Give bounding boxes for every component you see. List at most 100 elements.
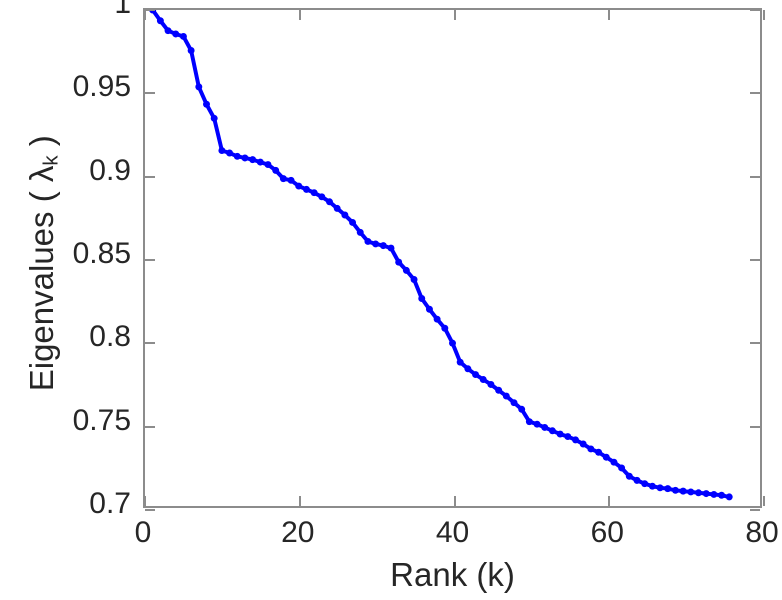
data-point-marker [418, 295, 426, 302]
lambda-subscript: k [39, 155, 63, 166]
data-point-marker [318, 193, 326, 201]
eigenvalue-series [149, 10, 733, 501]
data-point-marker [687, 488, 695, 496]
data-point-marker [664, 485, 672, 493]
y-axis-tick-mark [145, 509, 155, 511]
data-point-marker [310, 189, 318, 197]
data-point-marker [487, 381, 495, 388]
y-axis-title-suffix: ) [22, 135, 60, 156]
data-point-marker [702, 490, 710, 498]
data-point-marker [548, 427, 556, 435]
y-axis-tick-mark [750, 92, 760, 95]
x-axis-tick-mark [144, 10, 146, 20]
data-point-marker [364, 237, 372, 245]
data-point-marker [372, 240, 380, 248]
data-point-marker [595, 448, 603, 456]
data-point-marker [356, 228, 364, 236]
data-point-marker [203, 100, 210, 108]
data-point-marker [718, 491, 726, 499]
data-point-marker [541, 423, 549, 431]
data-point-marker [233, 152, 241, 160]
data-point-marker [464, 365, 472, 373]
x-axis-tick-label: 80 [745, 516, 779, 549]
y-axis-tick-mark [750, 175, 760, 178]
data-point-marker [710, 490, 718, 498]
y-axis-tick-mark [750, 425, 760, 428]
data-point-marker [641, 480, 649, 488]
y-axis-tick-label: 1 [114, 0, 131, 20]
x-axis-tick-label: 0 [134, 516, 152, 549]
x-axis-tick-mark [298, 10, 301, 20]
data-point-marker [449, 339, 456, 347]
data-point-marker [279, 175, 287, 183]
y-axis-tick-label: 0.85 [72, 237, 131, 270]
y-axis-tick-label: 0.9 [89, 153, 131, 187]
data-point-marker [249, 156, 257, 164]
data-point-marker [295, 182, 303, 190]
data-point-marker [395, 258, 403, 266]
data-point-marker [648, 482, 656, 490]
data-point-marker [572, 436, 579, 444]
data-point-marker [164, 27, 172, 35]
data-point-marker [302, 185, 310, 193]
x-axis-tick-label: 20 [281, 516, 315, 549]
data-point-marker [402, 266, 410, 274]
data-point-marker [533, 420, 541, 428]
data-point-marker [241, 154, 249, 162]
data-point-marker [671, 486, 679, 494]
data-point-marker [502, 392, 510, 400]
data-point-marker [579, 440, 587, 448]
plot-area [143, 8, 765, 511]
data-point-marker [556, 430, 564, 438]
data-point-marker [349, 218, 357, 226]
data-point-marker [387, 244, 395, 252]
data-point-marker [187, 47, 195, 54]
y-axis-tick-mark [750, 342, 760, 345]
y-axis-tick-mark [145, 425, 155, 428]
data-point-marker [602, 453, 610, 461]
y-axis-tick-label: 0.7 [89, 487, 131, 520]
y-axis-tick-label: 0.95 [72, 70, 131, 104]
data-point-marker [156, 17, 164, 25]
data-point-marker [479, 376, 487, 383]
x-axis-tick-mark [763, 10, 765, 20]
data-point-marker [333, 204, 341, 212]
y-axis-tick-mark [145, 175, 155, 178]
lambda-symbol: λ [22, 165, 60, 183]
data-point-marker [379, 242, 387, 250]
data-point-marker [610, 458, 618, 466]
data-point-marker [525, 418, 533, 426]
data-point-marker [326, 198, 333, 206]
data-point-marker [425, 305, 433, 313]
y-axis-tick-mark [750, 509, 760, 511]
x-axis-tick-mark [453, 496, 456, 506]
y-axis-tick-label: 0.75 [72, 403, 131, 437]
x-axis-tick-mark [453, 10, 456, 20]
data-point-marker [210, 114, 218, 122]
data-point-marker [618, 464, 626, 472]
y-axis-tick-mark [145, 342, 155, 345]
y-axis-tick-mark [145, 92, 155, 95]
x-axis-tick-label: 60 [590, 516, 624, 549]
y-axis-title-prefix: Eigenvalues ( [22, 182, 60, 392]
y-axis-tick-mark [145, 9, 155, 11]
x-axis-tick-mark [298, 496, 301, 506]
x-axis-tick-mark [608, 496, 611, 506]
y-axis-tick-mark [750, 259, 760, 261]
data-point-marker [695, 489, 702, 497]
y-axis-tick-mark [750, 9, 760, 11]
data-point-marker [495, 386, 503, 394]
data-point-marker [472, 371, 480, 379]
x-axis-tick-label: 40 [435, 516, 470, 549]
y-axis-tick-mark [145, 259, 155, 261]
data-point-marker [172, 30, 180, 38]
data-point-marker [725, 493, 733, 501]
data-point-marker [510, 399, 518, 407]
data-point-marker [518, 405, 526, 413]
data-point-marker [226, 149, 234, 157]
data-point-marker [195, 83, 203, 91]
data-point-marker [218, 147, 226, 155]
data-point-marker [410, 276, 418, 283]
data-point-marker [587, 445, 595, 453]
data-point-marker [564, 433, 572, 441]
